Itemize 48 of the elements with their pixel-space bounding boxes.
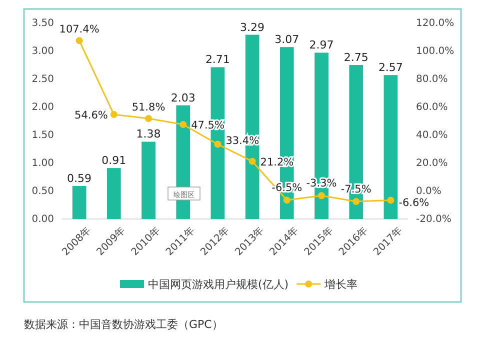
- y2-tick-label: 120.0%: [416, 18, 454, 30]
- y2-tick-label: 80.0%: [416, 74, 448, 86]
- point: [318, 192, 325, 200]
- bar: [106, 168, 121, 219]
- y2-tick-label: 20.0%: [416, 158, 448, 170]
- data-label: 3.29: [240, 20, 265, 34]
- y-tick-label: 1.00: [32, 158, 54, 170]
- point: [352, 198, 360, 205]
- data-label: 0.59: [67, 172, 92, 185]
- point: [214, 140, 222, 148]
- data-label: -6.6%: [398, 197, 430, 210]
- data-label: 2.71: [205, 53, 230, 66]
- bar: [384, 75, 398, 219]
- data-label: 0.91: [102, 154, 126, 168]
- data-label: 2.03: [170, 91, 196, 104]
- y-tick-label: 1.50: [32, 130, 54, 142]
- y-tick-label: 2.00: [32, 102, 54, 114]
- point: [248, 158, 256, 165]
- point: [110, 111, 118, 118]
- y-tick-label: 0.00: [32, 214, 54, 226]
- data-label: 1.38: [136, 128, 161, 141]
- y-tick-label: 3.00: [32, 46, 54, 58]
- data-label: -6.5%: [272, 182, 302, 194]
- bar: [142, 142, 156, 219]
- bar: [72, 186, 86, 219]
- source-note: 数据来源：中国音数协游戏工委（GPC）: [24, 318, 223, 331]
- y2-tick-label: 40.0%: [416, 130, 448, 142]
- data-label: 2.97: [309, 38, 334, 52]
- data-label: 2.57: [378, 61, 403, 74]
- point: [387, 196, 394, 204]
- legend-label: 中国网页游戏用户规模(亿人): [148, 278, 289, 291]
- data-label: 107.4%: [59, 24, 100, 36]
- y2-tick-label: 0.0%: [416, 186, 442, 198]
- y-tick-label: 3.50: [32, 18, 54, 30]
- legend-label: 增长率: [324, 278, 358, 291]
- point: [180, 121, 187, 128]
- data-label: 3.07: [274, 33, 300, 46]
- point: [283, 196, 290, 204]
- data-label: 54.6%: [74, 110, 108, 122]
- data-label: 2.75: [344, 51, 368, 64]
- y2-tick-label: 100.0%: [416, 46, 454, 58]
- y-tick-label: 0.50: [32, 186, 54, 198]
- y2-tick-label: 60.0%: [416, 102, 448, 114]
- data-label: 51.8%: [132, 101, 166, 114]
- point: [145, 114, 152, 122]
- y-tick-label: 2.50: [32, 74, 54, 86]
- y2-tick-label: -20.0%: [416, 214, 452, 226]
- point: [76, 37, 83, 44]
